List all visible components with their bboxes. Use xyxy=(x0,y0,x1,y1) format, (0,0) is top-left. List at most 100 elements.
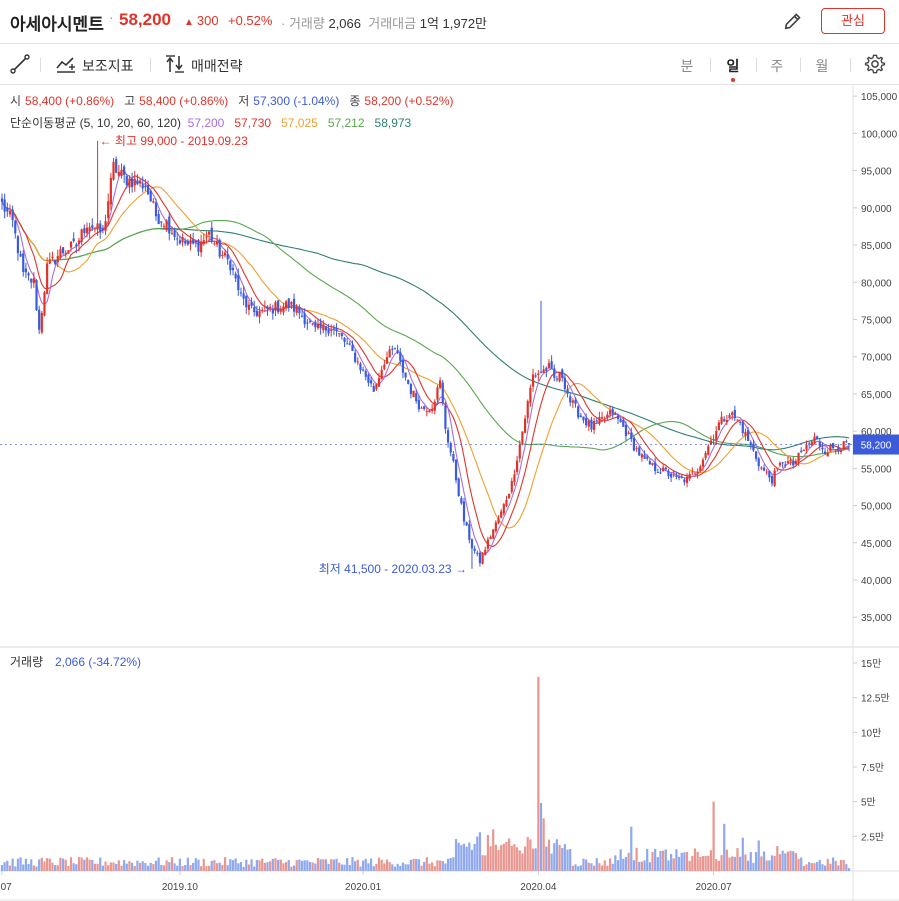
candle-body xyxy=(670,473,673,478)
volume-bar xyxy=(802,865,805,871)
candle-body xyxy=(757,458,760,467)
candle-body xyxy=(263,306,266,308)
candle xyxy=(672,470,675,478)
candle xyxy=(675,471,678,480)
candle-body xyxy=(348,343,351,345)
candle-body xyxy=(508,493,511,499)
candle-body xyxy=(266,306,269,310)
candle-body xyxy=(133,178,136,186)
toolbar-divider xyxy=(850,58,851,72)
period-day-tab[interactable]: 일 xyxy=(723,56,743,82)
candle-body xyxy=(776,467,779,469)
low-label: 저 xyxy=(238,94,250,108)
volume-bar xyxy=(197,859,200,871)
volume-bar xyxy=(72,863,75,871)
candle xyxy=(412,390,415,398)
candle xyxy=(630,427,633,443)
volume-bar xyxy=(786,851,790,871)
volume-bar xyxy=(608,858,612,871)
volume-bar xyxy=(478,832,482,871)
volume-bar xyxy=(277,859,280,871)
volume-tick-label: 15만 xyxy=(861,658,881,670)
volume-bar xyxy=(800,857,803,871)
candle xyxy=(789,457,792,466)
strategy-button[interactable]: 매매전략 xyxy=(191,58,243,74)
candle xyxy=(696,468,699,479)
candle-body xyxy=(563,377,566,389)
candle-body xyxy=(579,415,582,418)
x-tick-label: 2020.07 xyxy=(696,882,733,893)
ma10-line xyxy=(1,175,850,547)
period-minute-tab[interactable]: 분 xyxy=(680,58,694,74)
candle xyxy=(359,361,362,374)
candle-body xyxy=(457,478,460,496)
stock-chart[interactable]: 105,000 100,000 95,000 90,000 85,000 80,000 75… xyxy=(0,85,899,901)
candle xyxy=(133,171,136,192)
candle xyxy=(725,415,728,426)
volume-bar xyxy=(200,866,203,871)
open-value: 58,400 (+0.86%) xyxy=(25,94,115,108)
candle xyxy=(85,222,89,238)
candle xyxy=(701,457,705,472)
gear-icon[interactable] xyxy=(864,53,886,75)
candle-body xyxy=(269,306,272,309)
volume-bar xyxy=(107,865,110,871)
volume-bar xyxy=(330,859,333,871)
volume-bar xyxy=(141,861,144,871)
candle-body xyxy=(826,452,829,457)
candle xyxy=(555,375,559,382)
strategy-icon[interactable] xyxy=(164,54,186,74)
volume-bar xyxy=(56,865,59,871)
pencil-icon[interactable] xyxy=(782,10,804,32)
volume-bar xyxy=(372,866,375,871)
candle-body xyxy=(808,443,811,445)
candle-body xyxy=(454,459,458,481)
candle xyxy=(197,239,200,256)
volume-bar xyxy=(760,856,763,871)
candle xyxy=(213,242,216,246)
volume-bar xyxy=(269,861,272,871)
indicator-icon[interactable] xyxy=(55,54,77,74)
candle-body xyxy=(375,384,378,390)
candle xyxy=(683,477,686,486)
candle xyxy=(508,493,511,499)
candle xyxy=(420,406,423,409)
candle-body xyxy=(500,511,503,518)
volume-bar xyxy=(32,865,35,871)
candle-body xyxy=(229,260,232,271)
indicator-button[interactable]: 보조지표 xyxy=(82,58,134,74)
candle-body xyxy=(773,470,776,486)
low-annotation: 최저 41,500 - 2020.03.23 → xyxy=(319,562,467,576)
candle-body xyxy=(423,406,426,410)
candle-body xyxy=(0,198,4,202)
volume-bar xyxy=(356,859,359,871)
y-tick-label: 70,000 xyxy=(861,353,892,364)
candle-body xyxy=(369,380,373,384)
draw-line-icon[interactable] xyxy=(10,54,30,74)
volume-bar xyxy=(138,862,142,871)
candle-body xyxy=(340,333,343,337)
candle xyxy=(579,412,582,418)
volume-bar xyxy=(603,860,606,871)
volume-bar xyxy=(253,866,256,871)
favorite-button[interactable]: 관심 xyxy=(821,8,885,34)
candle xyxy=(300,309,304,318)
volume-bar xyxy=(133,865,136,871)
volume-bar xyxy=(3,862,6,871)
candle xyxy=(821,443,824,454)
candle-body xyxy=(446,430,450,443)
candle xyxy=(178,235,181,245)
volume-bar xyxy=(48,858,51,871)
candle xyxy=(837,443,840,455)
volume-bar xyxy=(178,858,181,871)
candle-body xyxy=(550,361,553,369)
candle xyxy=(149,189,152,202)
x-tick-label: 2020.01 xyxy=(345,882,382,893)
volume-bar xyxy=(247,864,251,871)
volume-bar xyxy=(587,862,590,871)
period-week-tab[interactable]: 주 xyxy=(770,58,784,74)
period-month-tab[interactable]: 월 xyxy=(815,58,829,74)
candle xyxy=(375,383,378,391)
candle xyxy=(75,242,78,254)
volume-bar xyxy=(146,865,150,871)
